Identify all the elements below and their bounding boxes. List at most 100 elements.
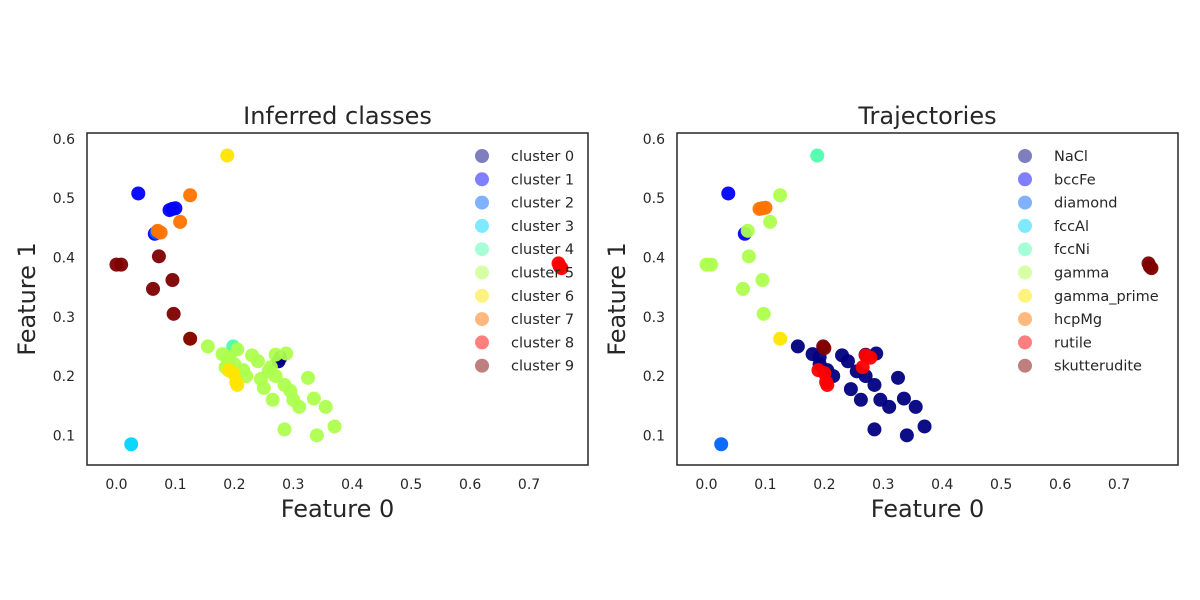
legend-marker-bccFe (1018, 172, 1032, 187)
point-cluster-9-3 (146, 281, 161, 296)
point-cluster-6-5 (226, 366, 241, 381)
legend-label: bccFe (1054, 172, 1096, 188)
x-tick-label: 0.7 (518, 477, 540, 493)
point-cluster-9-6 (183, 331, 198, 346)
legend-marker-rutile (1018, 335, 1032, 350)
legend-label: cluster 5 (511, 266, 574, 282)
legend-label: cluster 3 (511, 219, 574, 235)
y-tick-label: 0.5 (643, 191, 665, 207)
point-gamma-6 (756, 306, 771, 321)
x-axis-title: Feature 0 (281, 495, 395, 523)
legend-label: cluster 8 (511, 335, 574, 351)
point-rutile-5 (863, 350, 878, 365)
point-cluster-1-3 (168, 201, 183, 216)
x-tick-label: 0.3 (872, 477, 894, 493)
chart-panel-2: Trajectories 0.0 0.1 0.2 0.3 0.4 0.5 0.6 0.7 0.1 0… (603, 102, 1179, 523)
point-cluster-9-1 (114, 257, 129, 272)
point-gamma-5 (755, 273, 770, 288)
point-NaCl-20 (908, 399, 923, 414)
x-axis-title: Feature 0 (871, 495, 985, 523)
x-tick-label: 0.5 (400, 477, 422, 493)
point-cluster-5-3 (230, 342, 245, 357)
legend: cluster 0 cluster 1 cluster 2 cluster 3 clus… (475, 149, 574, 375)
y-tick-label: 0.6 (643, 132, 665, 148)
point-NaCl-7 (843, 382, 858, 397)
legend-label: fccNi (1054, 242, 1090, 258)
point-cluster-3-0 (124, 437, 139, 452)
point-diamond-0 (714, 437, 729, 452)
point-cluster-5-26 (318, 399, 333, 414)
x-tick-label: 0.2 (223, 477, 245, 493)
point-hcpMg-2 (758, 200, 773, 215)
point-cluster-5-22 (268, 347, 283, 362)
y-tick-label: 0.1 (643, 428, 665, 444)
point-cluster-5-23 (279, 346, 294, 361)
point-NaCl-14 (867, 422, 882, 437)
point-cluster-9-2 (151, 249, 166, 264)
point-NaCl-15 (899, 428, 914, 443)
point-bccFe-0 (721, 186, 736, 201)
point-cluster-5-25 (306, 391, 321, 406)
y-tick-label: 0.2 (53, 369, 75, 385)
point-rutile-1 (820, 377, 835, 392)
legend-label: cluster 2 (511, 196, 574, 212)
point-gamma-3 (741, 249, 756, 264)
legend-label: rutile (1054, 335, 1092, 351)
point-gamma-8 (773, 188, 788, 203)
legend-marker-cluster-9 (475, 358, 489, 373)
legend-label: cluster 4 (511, 242, 574, 258)
points-group (699, 148, 1159, 452)
point-cluster-5-8 (256, 380, 271, 395)
point-cluster-5-27 (327, 419, 342, 434)
y-tick-label: 0.2 (643, 369, 665, 385)
x-tick-label: 0.4 (341, 477, 363, 493)
legend-marker-cluster-7 (475, 312, 489, 327)
legend-label: cluster 6 (511, 289, 574, 305)
point-NaCl-13 (882, 399, 897, 414)
point-cluster-5-12 (265, 392, 280, 407)
point-cluster-9-5 (166, 306, 181, 321)
point-cluster-5-16 (292, 399, 307, 414)
legend-marker-cluster-3 (475, 218, 489, 233)
point-gamma-7 (763, 214, 778, 229)
legend-marker-cluster-1 (475, 172, 489, 187)
plot-frame (676, 132, 1179, 466)
legend-label: gamma (1054, 266, 1109, 282)
x-tick-label: 0.2 (813, 477, 835, 493)
x-tick-label: 0.0 (105, 477, 127, 493)
legend-marker-fccAl (1018, 218, 1032, 233)
legend-marker-cluster-0 (475, 149, 489, 163)
legend-marker-cluster-4 (475, 242, 489, 257)
legend-label: gamma_prime (1054, 289, 1159, 305)
point-skutterudite-4 (817, 341, 832, 356)
y-tick-label: 0.4 (643, 251, 665, 267)
point-gamma-4 (736, 281, 751, 296)
point-cluster-6-3 (230, 377, 245, 392)
point-NaCl-0 (790, 339, 805, 354)
point-rutile-3 (817, 366, 832, 381)
point-NaCl-9 (853, 392, 868, 407)
point-fccNi-0 (810, 148, 825, 163)
chart-title: Trajectories (857, 102, 996, 130)
legend: NaCl bccFe diamond fccAl fccNi gamma gamma_pri… (1018, 149, 1159, 375)
point-cluster-8-2 (554, 261, 569, 276)
x-tick-label: 0.6 (1049, 477, 1071, 493)
point-cluster-6-0 (220, 148, 235, 163)
legend-marker-skutterudite (1018, 358, 1032, 373)
point-gamma-2 (740, 223, 755, 238)
point-cluster-5-6 (250, 354, 265, 369)
legend-label: cluster 7 (511, 312, 574, 328)
y-axis-title: Feature 1 (13, 242, 41, 356)
point-cluster-7-1 (173, 214, 188, 229)
chart-title: Inferred classes (243, 102, 432, 130)
point-skutterudite-2 (1144, 261, 1159, 276)
point-cluster-5-11 (268, 369, 283, 384)
point-NaCl-11 (867, 377, 882, 392)
legend-label: cluster 9 (511, 359, 574, 375)
legend-label: fccAl (1054, 219, 1089, 235)
point-NaCl-21 (917, 419, 932, 434)
legend-label: skutterudite (1054, 359, 1142, 375)
plot-frame (86, 132, 589, 466)
x-tick-label: 0.0 (695, 477, 717, 493)
